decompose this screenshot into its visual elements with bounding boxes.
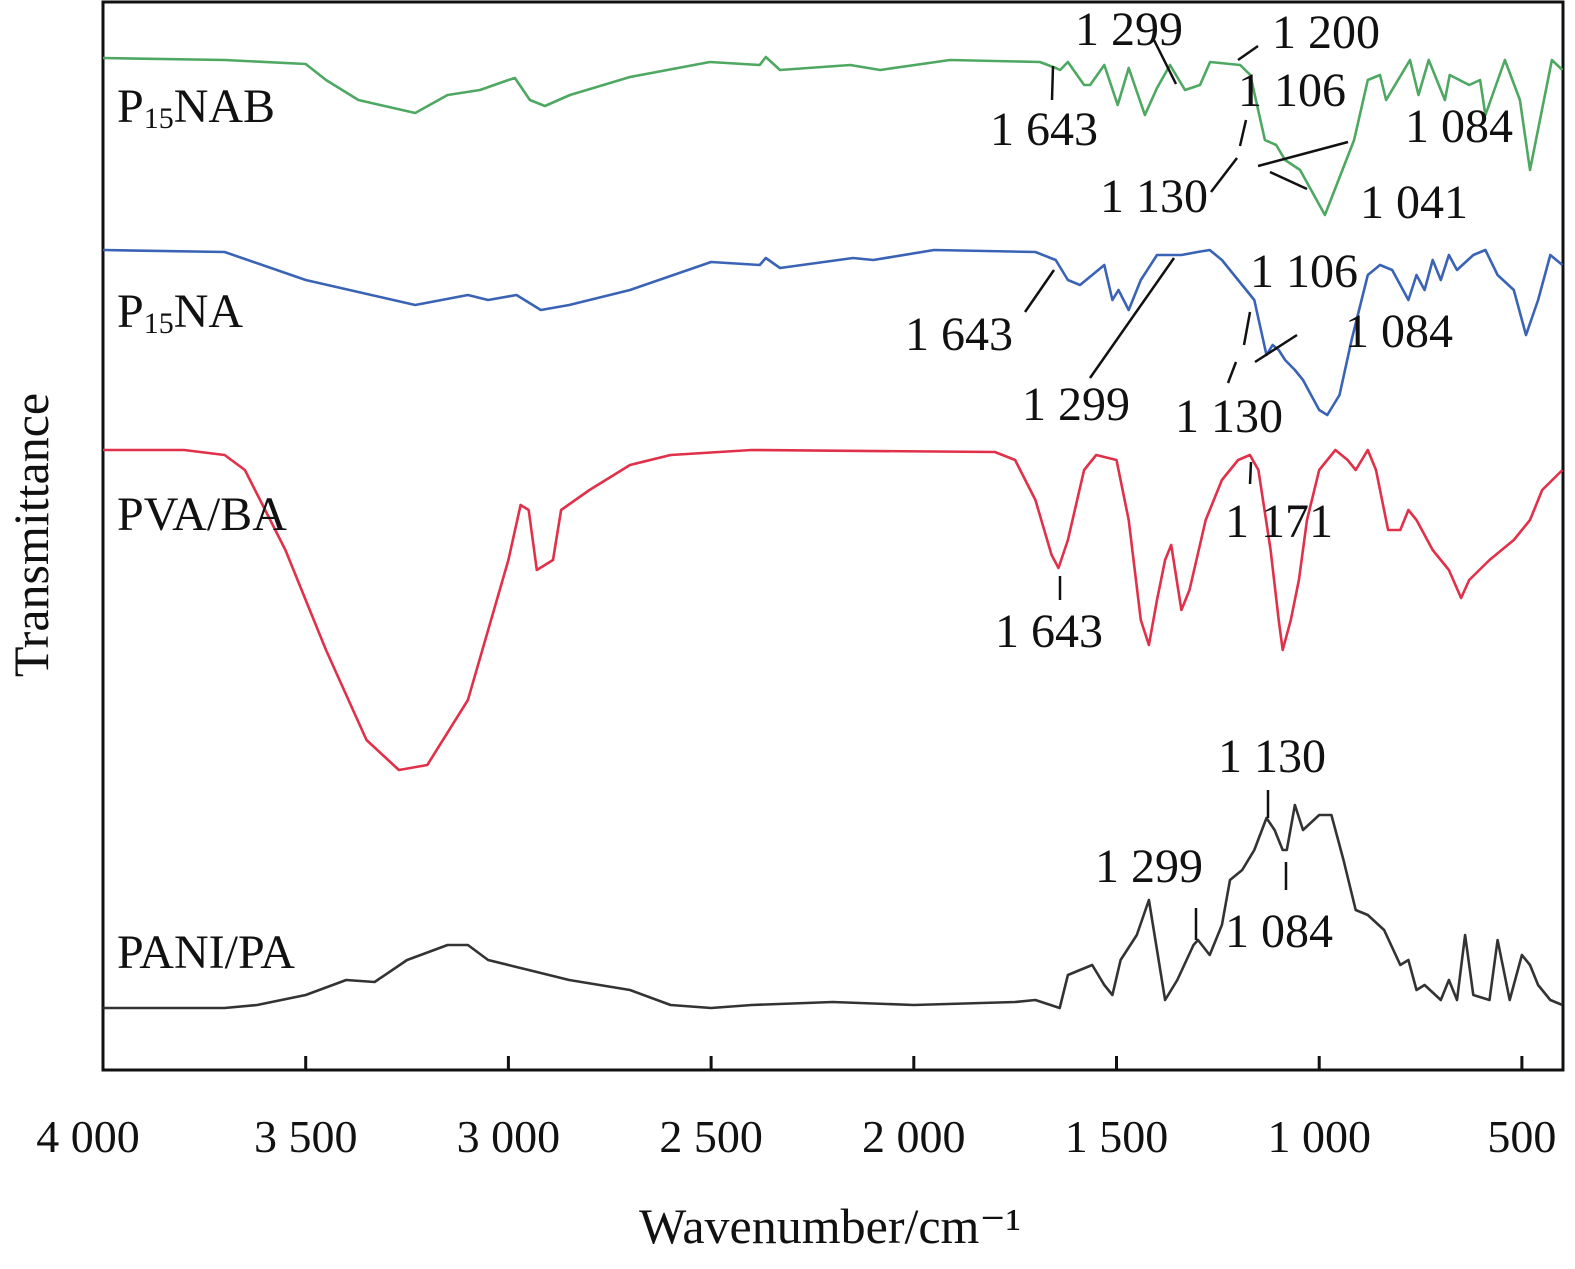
annotation-leader-line <box>1238 119 1248 147</box>
annotation-label: 1 041 <box>1360 176 1468 229</box>
annotation-leader-line <box>1242 311 1252 346</box>
annotation-leader-line <box>1257 140 1349 168</box>
annotation-leader-line <box>1088 257 1176 379</box>
x-tick-label: 1 000 <box>1267 1111 1371 1162</box>
series-label: PVA/BA <box>117 488 287 541</box>
x-tick-label: 3 000 <box>457 1111 561 1162</box>
annotation-label: 1 200 <box>1272 6 1380 59</box>
annotation-label: 1 299 <box>1075 3 1183 56</box>
annotation-leader-line <box>1226 361 1238 384</box>
annotation-label: 1 643 <box>995 605 1103 658</box>
x-axis-label: Wavenumber/cm⁻¹ <box>639 1198 1021 1254</box>
annotation-label: 1 299 <box>1095 840 1203 893</box>
annotation-leader-line <box>1237 44 1259 62</box>
x-tick-label: 500 <box>1487 1111 1556 1162</box>
x-tick-label: 2 000 <box>862 1111 966 1162</box>
x-tick-label: 1 500 <box>1065 1111 1169 1162</box>
series-line-p15na <box>102 248 1564 417</box>
annotation-label: 1 106 <box>1238 64 1346 117</box>
series-label: PANI/PA <box>117 926 295 979</box>
x-tick-label: 2 500 <box>659 1111 763 1162</box>
series-label: P15NAB <box>117 80 275 135</box>
annotation-leader-line <box>1210 157 1238 193</box>
annotation-label: 1 130 <box>1218 730 1326 783</box>
annotation-label: 1 106 <box>1250 245 1358 298</box>
series-line-p15nab <box>102 55 1564 217</box>
x-tick-label: 4 000 <box>36 1111 140 1162</box>
y-axis-label: Transmittance <box>3 393 59 677</box>
annotation-leader-line <box>1254 333 1298 364</box>
annotation-leader-line <box>1269 170 1308 191</box>
annotation-leader-line <box>1050 65 1055 101</box>
annotation-label: 1 084 <box>1405 100 1513 153</box>
annotation-leader-line <box>1023 269 1056 313</box>
annotation-label: 1 130 <box>1100 170 1208 223</box>
x-tick-label: 3 500 <box>254 1111 358 1162</box>
annotation-label: 1 643 <box>905 308 1013 361</box>
annotation-label: 1 171 <box>1225 495 1333 548</box>
annotation-leader-line <box>1248 461 1253 485</box>
series-label: P15NA <box>117 285 243 340</box>
series-line-pani-pa <box>103 803 1563 1010</box>
annotation-label: 1 299 <box>1022 378 1130 431</box>
annotation-label: 1 130 <box>1175 390 1283 443</box>
series-line-pva-ba <box>103 448 1564 772</box>
annotation-leader-line <box>1152 39 1178 85</box>
annotation-label: 1 084 <box>1345 305 1453 358</box>
annotation-label: 1 084 <box>1225 905 1333 958</box>
annotation-label: 1 643 <box>990 103 1098 156</box>
plot-frame <box>101 0 1565 1072</box>
